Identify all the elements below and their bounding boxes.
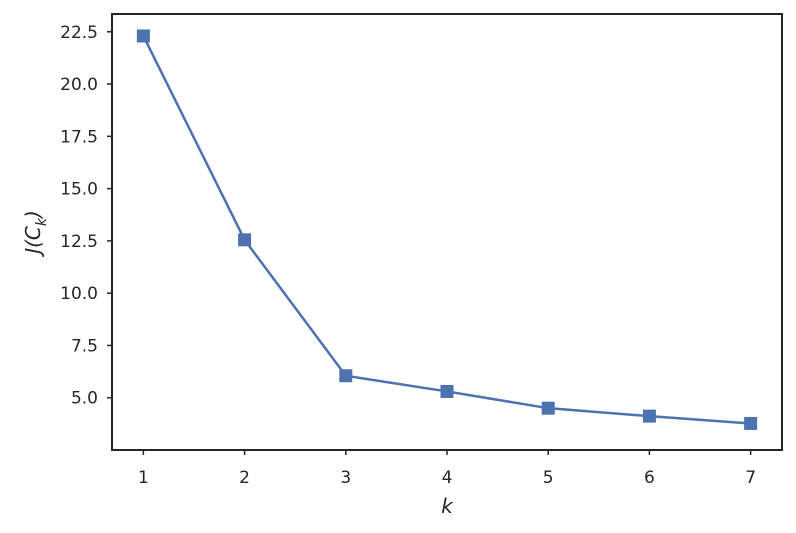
x-tick-label: 5 bbox=[543, 468, 554, 488]
y-tick-label: 22.5 bbox=[60, 23, 98, 43]
data-point-marker bbox=[339, 369, 353, 383]
data-point-marker bbox=[440, 384, 454, 398]
data-point-marker bbox=[642, 409, 656, 423]
y-axis-label-main: J(C bbox=[21, 226, 45, 258]
x-tick-label: 7 bbox=[745, 468, 756, 488]
x-tick-label: 2 bbox=[239, 468, 250, 488]
plot-area bbox=[136, 29, 758, 430]
y-tick-label: 10.0 bbox=[60, 284, 98, 304]
y-axis-label-subscript: k bbox=[34, 217, 50, 226]
plot-frame bbox=[111, 13, 783, 451]
data-point-marker bbox=[541, 401, 555, 415]
y-axis-label-close: ) bbox=[21, 210, 45, 220]
data-point-marker bbox=[238, 233, 252, 247]
y-tick-label: 12.5 bbox=[60, 232, 98, 252]
y-tick-label: 5.0 bbox=[71, 389, 98, 409]
x-tick-label: 4 bbox=[442, 468, 453, 488]
series-line bbox=[142, 35, 751, 425]
y-tick-label: 7.5 bbox=[71, 336, 98, 356]
y-axis-ticks: 5.0 7.5 10.0 12.5 15.0 17.5 20.0 22.5 bbox=[60, 23, 112, 409]
x-axis-label: k bbox=[441, 494, 454, 518]
x-tick-label: 1 bbox=[138, 468, 149, 488]
x-tick-label: 6 bbox=[644, 468, 655, 488]
data-point-marker bbox=[136, 29, 150, 43]
y-axis-label: J(Ck) bbox=[21, 210, 50, 258]
y-tick-label: 20.0 bbox=[60, 75, 98, 95]
y-tick-label: 15.0 bbox=[60, 180, 98, 200]
x-axis-ticks: 1 2 3 4 5 6 7 bbox=[138, 450, 756, 488]
x-tick-label: 3 bbox=[340, 468, 351, 488]
y-tick-label: 17.5 bbox=[60, 127, 98, 147]
data-point-marker bbox=[744, 416, 758, 430]
